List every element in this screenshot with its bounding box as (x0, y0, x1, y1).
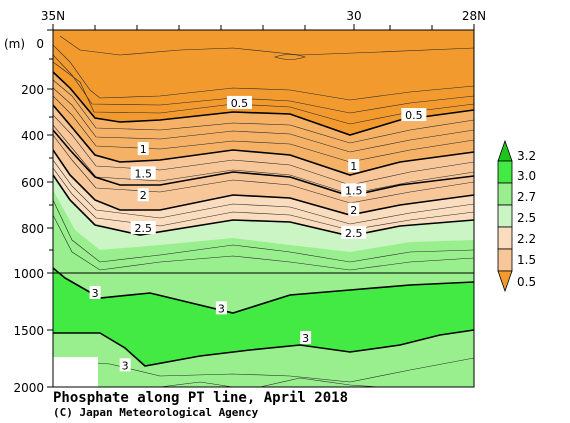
contour-lines-thick (53, 71, 474, 367)
contour-label: 2.5 (134, 222, 152, 235)
contour-label: 0.5 (405, 109, 423, 122)
legend-label-1-5: 1.5 (517, 253, 536, 267)
color-legend: 3.2 3.0 2.7 2.5 2.2 1.5 0.5 (497, 139, 536, 293)
y-tick-1000: 1000 (13, 267, 44, 281)
chart-title: Phosphate along PT line, April 2018 (53, 390, 349, 406)
contour-label-bg (137, 188, 149, 202)
x-tick-35n: 35N (41, 9, 65, 23)
legend-label-0-5: 0.5 (517, 275, 536, 289)
legend-swatch-2-5 (497, 204, 513, 228)
legend-label-3-0: 3.0 (517, 169, 536, 183)
legend-swatch-2-7 (497, 182, 513, 206)
legend-arrow-bottom (497, 270, 513, 293)
contour-label-bg (89, 285, 101, 299)
left-axis (47, 29, 53, 388)
y-unit-label: (m) (4, 37, 25, 51)
missing-data-block (53, 357, 98, 387)
legend-label-2-5: 2.5 (517, 211, 536, 225)
contour-label-bg (119, 358, 131, 372)
legend-label-2-7: 2.7 (517, 190, 536, 204)
contour-label-bg (130, 166, 156, 180)
contour-label-bg (348, 202, 360, 216)
contour-label: 1.5 (345, 184, 363, 197)
contour-label-bg (401, 108, 427, 122)
legend-label-3-2: 3.2 (517, 149, 536, 163)
x-tick-30: 30 (346, 9, 361, 23)
y-tick-400: 400 (21, 129, 44, 143)
contour-label-bg (130, 221, 156, 235)
contour-labels: 0.5 0.5 1 1 1.5 1.5 2 2 2.5 2.5 3 3 3 3 (89, 95, 427, 372)
legend-swatch-3-0 (497, 160, 513, 184)
contour-label-bg (300, 330, 312, 344)
contour-label: 0.5 (231, 97, 249, 110)
legend-swatch-1-5 (497, 248, 513, 272)
y-tick-0: 0 (36, 37, 44, 51)
contour-label-bg (348, 159, 360, 173)
legend-label-2-2: 2.2 (517, 232, 536, 246)
contour-label-bg (226, 95, 252, 109)
chart-credit: (C) Japan Meteorological Agency (53, 406, 259, 419)
contour-label-bg (341, 225, 367, 239)
y-tick-1500: 1500 (13, 324, 44, 338)
contour-label-bg (215, 301, 227, 315)
contour-label-bg (341, 183, 367, 197)
fill-green-bright (53, 268, 474, 366)
contour-label-bg (137, 142, 149, 156)
contour-label: 3 (218, 302, 225, 315)
legend-swatch-2-2 (497, 226, 513, 250)
contour-label: 2 (350, 204, 357, 217)
y-tick-200: 200 (21, 83, 44, 97)
y-tick-800: 800 (21, 222, 44, 236)
y-tick-600: 600 (21, 176, 44, 190)
contour-label: 3 (122, 359, 129, 372)
legend-arrow-top (497, 139, 513, 162)
x-tick-28n: 28N (462, 9, 486, 23)
top-axis (52, 24, 475, 30)
contour-lines-thin (53, 35, 474, 387)
contour-label: 1 (140, 143, 147, 156)
y-tick-2000: 2000 (13, 381, 44, 395)
contour-label: 2.5 (345, 227, 363, 240)
contour-label: 1.5 (134, 167, 152, 180)
contour-fill-layer (53, 30, 474, 387)
contour-label: 3 (92, 287, 99, 300)
contour-label: 3 (302, 332, 309, 345)
contour-label: 2 (140, 189, 147, 202)
contour-label: 1 (350, 160, 357, 173)
